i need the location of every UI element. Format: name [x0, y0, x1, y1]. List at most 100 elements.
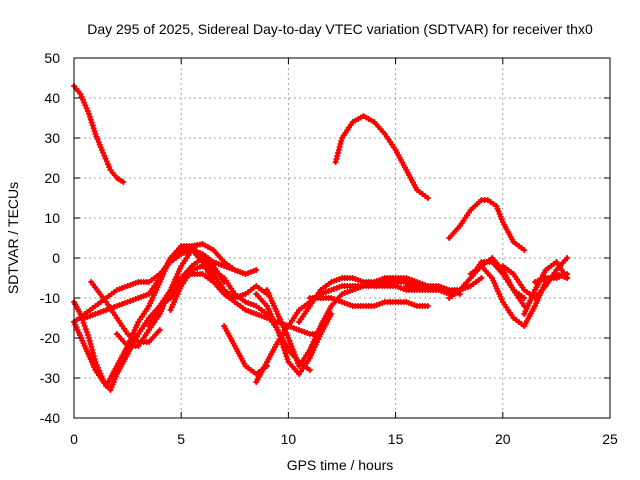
data-point-marker [103, 158, 110, 165]
data-point-marker [276, 332, 283, 339]
plot-frame [73, 57, 611, 419]
data-point-marker [274, 327, 281, 333]
y-tick-label: -30 [40, 370, 60, 386]
data-point-marker [82, 326, 89, 332]
y-tick-label: -10 [40, 290, 60, 306]
data-point-marker [424, 195, 431, 201]
data-point-marker [564, 255, 571, 261]
series-arc-2 [332, 113, 431, 201]
data-point-marker [288, 343, 295, 350]
series-arc-22 [499, 255, 571, 301]
data-point-marker [100, 149, 107, 156]
data-point-marker [84, 108, 91, 115]
data-point-marker [278, 338, 285, 345]
tick-layer: 0 5 10 15 20 25 -40 -30 -20 -10 0 10 20 30 40 50 [40, 50, 618, 447]
data-point-marker [334, 153, 341, 159]
data-point-marker [90, 350, 96, 356]
y-tick-label: 30 [44, 130, 60, 146]
data-point-marker [333, 156, 340, 162]
x-tick-label: 25 [602, 431, 618, 447]
data-point-marker [280, 344, 287, 351]
data-point-marker [291, 351, 298, 358]
data-point-marker [86, 335, 92, 341]
data-point-marker [336, 144, 343, 150]
x-tick-label: 5 [177, 431, 185, 447]
series-arc-3 [446, 197, 528, 253]
data-point-marker [564, 271, 571, 277]
data-point-marker [253, 267, 260, 273]
data-point-marker [98, 147, 105, 153]
data-point-marker [101, 152, 108, 159]
data-point-marker [279, 341, 286, 348]
data-point-marker [424, 303, 431, 309]
data-point-marker [88, 344, 95, 350]
data-point-marker [285, 335, 292, 341]
data-point-marker [84, 332, 91, 338]
data-point-marker [286, 337, 293, 344]
y-axis-label: SDTVAR / TECUs [5, 182, 21, 294]
data-point-marker [287, 340, 294, 347]
data-point-marker [86, 338, 93, 344]
series-arc-8 [88, 279, 163, 345]
x-tick-label: 15 [388, 431, 404, 447]
data-point-marker [83, 329, 90, 335]
series-arc-18 [306, 295, 431, 309]
data-point-marker [156, 327, 163, 333]
series-arc-15 [253, 291, 335, 377]
series-layer [71, 83, 571, 393]
data-point-marker [289, 346, 296, 353]
y-tick-label: -20 [40, 330, 60, 346]
data-point-marker [284, 356, 291, 363]
data-point-marker [290, 349, 297, 355]
data-point-marker [120, 179, 127, 185]
data-point-marker [335, 147, 342, 153]
data-point-marker [78, 93, 85, 100]
data-point-marker [87, 116, 94, 123]
data-point-marker [277, 335, 284, 342]
data-point-marker [282, 350, 289, 357]
data-point-marker [294, 357, 300, 364]
data-point-marker [106, 164, 113, 171]
data-point-marker [88, 119, 95, 126]
data-point-marker [478, 275, 485, 281]
series-arc-12 [188, 247, 260, 277]
y-tick-label: 40 [44, 90, 60, 106]
data-point-marker [86, 113, 93, 120]
data-point-marker [86, 111, 92, 117]
y-tick-label: -40 [40, 410, 60, 426]
data-point-marker [81, 323, 88, 329]
data-point-marker [292, 354, 299, 361]
data-point-marker [338, 138, 345, 144]
data-point-marker [521, 247, 528, 253]
data-point-marker [105, 161, 111, 168]
data-point-marker [306, 367, 313, 373]
data-point-marker [89, 347, 96, 353]
data-point-marker [87, 341, 94, 347]
x-tick-label: 0 [70, 431, 78, 447]
data-point-marker [521, 295, 528, 301]
x-tick-label: 20 [495, 431, 511, 447]
data-point-marker [80, 320, 87, 326]
y-tick-label: 50 [44, 50, 60, 66]
data-point-marker [283, 353, 290, 360]
chart-title: Day 295 of 2025, Sidereal Day-to-day VTE… [87, 21, 593, 37]
series-arc-24 [532, 271, 571, 285]
data-point-marker [90, 125, 97, 132]
series-arc-17 [296, 275, 485, 325]
data-point-marker [83, 105, 90, 112]
data-point-marker [275, 329, 282, 336]
series-arc-10 [146, 271, 324, 337]
x-axis-label: GPS time / hours [287, 457, 394, 473]
data-point-marker [332, 159, 339, 165]
data-point-marker [89, 122, 96, 129]
series-arc-1 [71, 83, 127, 185]
data-point-marker [335, 150, 341, 156]
y-tick-label: 0 [52, 250, 60, 266]
y-tick-label: 10 [44, 210, 60, 226]
data-point-marker [337, 141, 344, 147]
data-point-marker [281, 347, 288, 354]
data-point-marker [81, 99, 88, 106]
x-tick-label: 10 [281, 431, 297, 447]
